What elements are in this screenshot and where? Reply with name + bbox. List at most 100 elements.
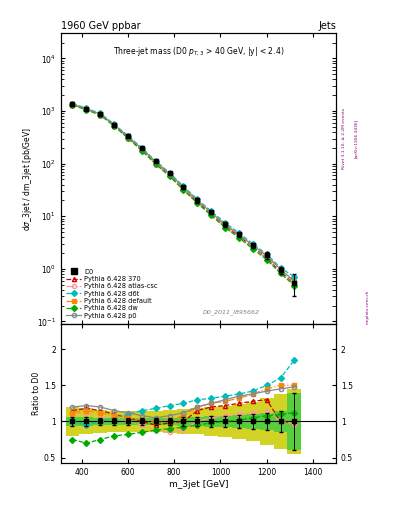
Pythia 6.428 d6t: [98, 111, 103, 117]
Pythia 6.428 default: [195, 198, 200, 204]
Pythia 6.428 atlas-csc: [278, 269, 283, 275]
Pythia 6.428 default: [264, 253, 269, 259]
Pythia 6.428 370: [237, 233, 241, 239]
Pythia 6.428 dw: [167, 173, 172, 179]
Pythia 6.428 default: [167, 172, 172, 178]
Y-axis label: Ratio to D0: Ratio to D0: [32, 372, 41, 415]
Pythia 6.428 d6t: [292, 274, 297, 280]
Pythia 6.428 dw: [98, 112, 103, 118]
Pythia 6.428 p0: [84, 105, 89, 112]
Pythia 6.428 default: [292, 279, 297, 285]
Text: Three-jet mass (D0 $p_{T,3}$ > 40 GeV, |y| < 2.4): Three-jet mass (D0 $p_{T,3}$ > 40 GeV, |…: [113, 45, 284, 58]
Pythia 6.428 d6t: [126, 133, 130, 139]
Pythia 6.428 370: [292, 281, 297, 287]
Pythia 6.428 default: [98, 112, 103, 118]
Text: Rivet 3.1.10, ≥ 2.2M events: Rivet 3.1.10, ≥ 2.2M events: [342, 108, 346, 169]
Pythia 6.428 p0: [70, 101, 75, 107]
Pythia 6.428 p0: [237, 231, 241, 238]
Pythia 6.428 atlas-csc: [84, 106, 89, 113]
Pythia 6.428 370: [126, 135, 130, 141]
Pythia 6.428 dw: [153, 161, 158, 167]
X-axis label: m_3jet [GeV]: m_3jet [GeV]: [169, 480, 228, 489]
Pythia 6.428 atlas-csc: [264, 256, 269, 262]
Pythia 6.428 default: [84, 106, 89, 112]
Text: [arXiv:1306.3436]: [arXiv:1306.3436]: [354, 119, 358, 158]
Pythia 6.428 p0: [126, 134, 130, 140]
Pythia 6.428 370: [264, 255, 269, 261]
Line: Pythia 6.428 atlas-csc: Pythia 6.428 atlas-csc: [70, 103, 296, 287]
Pythia 6.428 p0: [153, 159, 158, 165]
Text: 1960 GeV ppbar: 1960 GeV ppbar: [61, 21, 141, 31]
Pythia 6.428 d6t: [250, 241, 255, 247]
Pythia 6.428 d6t: [112, 121, 116, 127]
Pythia 6.428 atlas-csc: [250, 245, 255, 251]
Pythia 6.428 d6t: [153, 158, 158, 164]
Pythia 6.428 p0: [278, 266, 283, 272]
Pythia 6.428 atlas-csc: [140, 147, 144, 154]
Pythia 6.428 p0: [209, 209, 213, 216]
Pythia 6.428 dw: [209, 212, 213, 219]
Pythia 6.428 370: [140, 147, 144, 153]
Pythia 6.428 370: [167, 172, 172, 178]
Line: Pythia 6.428 p0: Pythia 6.428 p0: [70, 102, 296, 283]
Pythia 6.428 atlas-csc: [112, 123, 116, 129]
Line: Pythia 6.428 default: Pythia 6.428 default: [70, 102, 296, 284]
Pythia 6.428 default: [126, 134, 130, 140]
Pythia 6.428 default: [278, 267, 283, 273]
Pythia 6.428 atlas-csc: [223, 224, 228, 230]
Y-axis label: d$\sigma\_$3jet / dm$\_$3jet [pb/GeV]: d$\sigma\_$3jet / dm$\_$3jet [pb/GeV]: [21, 126, 34, 230]
Pythia 6.428 default: [181, 185, 186, 191]
Pythia 6.428 dw: [126, 135, 130, 141]
Pythia 6.428 d6t: [181, 183, 186, 189]
Pythia 6.428 p0: [140, 145, 144, 152]
Pythia 6.428 370: [223, 223, 228, 229]
Pythia 6.428 dw: [278, 270, 283, 276]
Pythia 6.428 default: [223, 222, 228, 228]
Pythia 6.428 d6t: [223, 220, 228, 226]
Pythia 6.428 default: [70, 101, 75, 108]
Line: Pythia 6.428 d6t: Pythia 6.428 d6t: [70, 101, 296, 279]
Pythia 6.428 default: [209, 210, 213, 216]
Pythia 6.428 p0: [195, 197, 200, 203]
Pythia 6.428 dw: [84, 106, 89, 113]
Pythia 6.428 default: [250, 243, 255, 249]
Pythia 6.428 dw: [292, 283, 297, 289]
Pythia 6.428 d6t: [237, 230, 241, 236]
Pythia 6.428 p0: [98, 111, 103, 117]
Pythia 6.428 370: [195, 199, 200, 205]
Pythia 6.428 dw: [70, 102, 75, 108]
Pythia 6.428 d6t: [84, 105, 89, 111]
Pythia 6.428 d6t: [70, 100, 75, 106]
Pythia 6.428 p0: [112, 122, 116, 128]
Pythia 6.428 atlas-csc: [70, 102, 75, 108]
Text: D0_2011_I895662: D0_2011_I895662: [203, 309, 260, 315]
Pythia 6.428 default: [237, 232, 241, 238]
Pythia 6.428 dw: [140, 147, 144, 154]
Pythia 6.428 atlas-csc: [98, 112, 103, 118]
Pythia 6.428 370: [84, 106, 89, 112]
Pythia 6.428 d6t: [264, 251, 269, 257]
Pythia 6.428 d6t: [167, 169, 172, 176]
Pythia 6.428 370: [278, 269, 283, 275]
Pythia 6.428 p0: [292, 278, 297, 284]
Pythia 6.428 d6t: [195, 196, 200, 202]
Pythia 6.428 dw: [264, 257, 269, 263]
Pythia 6.428 atlas-csc: [237, 234, 241, 240]
Pythia 6.428 atlas-csc: [195, 200, 200, 206]
Pythia 6.428 atlas-csc: [209, 212, 213, 218]
Line: Pythia 6.428 dw: Pythia 6.428 dw: [70, 103, 296, 288]
Pythia 6.428 dw: [195, 200, 200, 206]
Pythia 6.428 p0: [181, 184, 186, 190]
Pythia 6.428 default: [153, 159, 158, 165]
Pythia 6.428 dw: [112, 123, 116, 129]
Pythia 6.428 370: [250, 244, 255, 250]
Pythia 6.428 370: [181, 186, 186, 192]
Pythia 6.428 370: [153, 161, 158, 167]
Line: Pythia 6.428 370: Pythia 6.428 370: [70, 102, 296, 286]
Text: mcplots.cern.ch: mcplots.cern.ch: [365, 290, 369, 325]
Pythia 6.428 default: [112, 122, 116, 128]
Pythia 6.428 370: [98, 112, 103, 118]
Pythia 6.428 dw: [250, 246, 255, 252]
Pythia 6.428 atlas-csc: [167, 173, 172, 179]
Pythia 6.428 370: [112, 122, 116, 129]
